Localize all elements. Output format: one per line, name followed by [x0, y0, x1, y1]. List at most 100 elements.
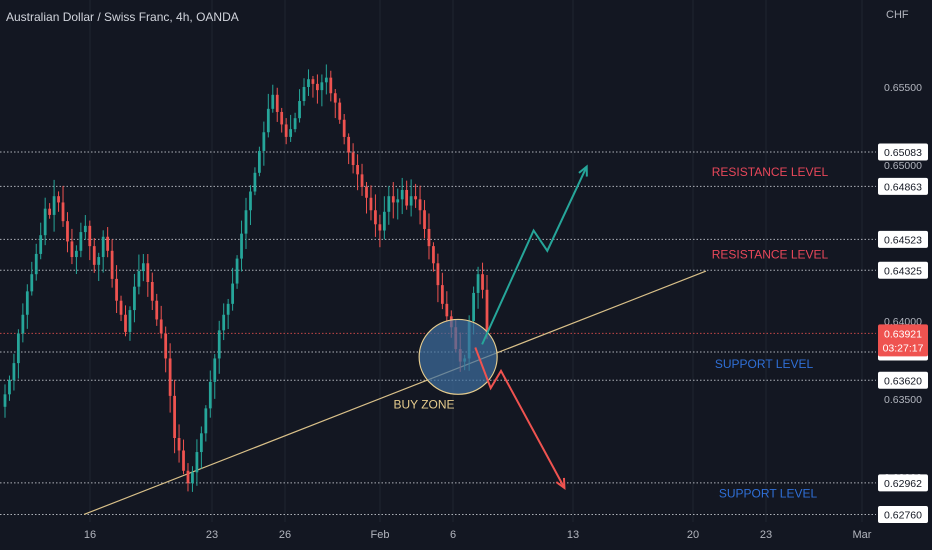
candle-body [66, 221, 69, 242]
candle-body [342, 119, 346, 137]
candle-body [253, 172, 257, 192]
candle-body [391, 196, 395, 203]
candle-body [226, 303, 230, 315]
support-annotation: SUPPORT LEVEL [715, 357, 814, 371]
candle-body [369, 197, 373, 211]
y-tick-label: 0.65000 [884, 160, 922, 172]
x-tick-label: Mar [853, 529, 872, 541]
level-price-label: 0.64523 [884, 234, 922, 246]
candle-body [208, 381, 212, 409]
candle-body [150, 282, 154, 301]
candle-body [338, 102, 342, 120]
candle-body [204, 408, 208, 434]
candle-body [110, 250, 114, 279]
candle-body [146, 263, 150, 282]
x-tick-label: 23 [760, 529, 772, 541]
candle-body [191, 472, 194, 484]
current-price-label: 0.63921 [884, 328, 922, 340]
zone-annotation: BUY ZONE [393, 397, 454, 411]
candle-body [115, 278, 118, 301]
candle-body [240, 233, 243, 259]
candle-body [155, 300, 159, 320]
level-price-label: 0.65083 [884, 147, 922, 159]
candle-body [57, 196, 60, 203]
trendline [83, 270, 707, 515]
symbol-title: Australian Dollar / Swiss Franc, 4h, OAN… [6, 10, 239, 24]
candle-body [8, 380, 11, 395]
candle-body [17, 333, 20, 364]
candle-body [311, 79, 315, 84]
candle-body [182, 450, 185, 471]
candle-body [30, 274, 34, 292]
candle-body [173, 395, 176, 438]
candle-body [43, 208, 47, 236]
candle-body [356, 165, 359, 175]
candle-body [418, 199, 422, 211]
candle-body [195, 452, 199, 473]
level-price-box [878, 143, 928, 161]
level-price-label: 0.64863 [884, 181, 922, 193]
candle-body [133, 286, 136, 311]
candle-body [92, 246, 96, 265]
candle-body [88, 225, 92, 247]
candle-body [405, 189, 409, 206]
candle-body [302, 87, 306, 102]
candle-body [83, 225, 87, 233]
candle-body [284, 124, 288, 137]
candle-body [271, 94, 275, 109]
level-price-label: 0.62760 [884, 509, 922, 521]
projection-up-arrow [481, 166, 588, 345]
level-price-box [878, 177, 928, 195]
candle-body [258, 150, 261, 173]
x-tick-label: 16 [84, 529, 96, 541]
candle-body [164, 333, 168, 359]
candle-body [262, 132, 266, 151]
candle-body [476, 274, 480, 293]
candle-body [70, 241, 74, 258]
x-tick-label: 26 [279, 529, 291, 541]
candle-body [387, 196, 391, 212]
candle-body [382, 211, 386, 231]
candle-body [436, 263, 440, 286]
candle-body [280, 111, 284, 125]
candle-body [374, 210, 377, 225]
candle-body [445, 303, 449, 317]
candle-body [119, 300, 123, 315]
candle-body [137, 271, 141, 287]
candle-body [222, 314, 226, 331]
candle-body [12, 363, 16, 381]
candle-body [329, 77, 333, 94]
price-marker-box [878, 324, 928, 357]
currency-label: CHF [886, 9, 909, 21]
projection-up-arrow-head [578, 164, 588, 177]
buy-zone-ellipse [418, 318, 498, 395]
level-price-box [878, 261, 928, 279]
y-tick-label: 0.63500 [884, 394, 922, 406]
x-tick-label: 23 [206, 529, 218, 541]
candle-body [97, 257, 101, 265]
candle-body [307, 79, 310, 87]
candle-body [396, 199, 400, 203]
resistance-annotation: RESISTANCE LEVEL [712, 248, 829, 262]
candle-body [25, 291, 29, 315]
candle-body [244, 210, 248, 234]
candle-body [414, 196, 417, 200]
projection-down-arrow [474, 347, 566, 489]
candle-body [365, 186, 368, 198]
candle-body [316, 83, 319, 91]
candle-body [21, 314, 25, 334]
y-tick-label: 0.65500 [884, 82, 922, 94]
candle-body [34, 253, 38, 275]
candle-body [177, 438, 181, 451]
level-price-label: 0.63620 [884, 375, 922, 387]
level-price-box [878, 505, 928, 523]
candle-body [293, 118, 297, 130]
candle-body [39, 235, 43, 254]
candle-body [235, 258, 239, 284]
candle-body [423, 210, 426, 229]
x-tick-label: Feb [371, 529, 390, 541]
x-tick-label: 6 [450, 529, 456, 541]
candle-body [485, 289, 489, 334]
